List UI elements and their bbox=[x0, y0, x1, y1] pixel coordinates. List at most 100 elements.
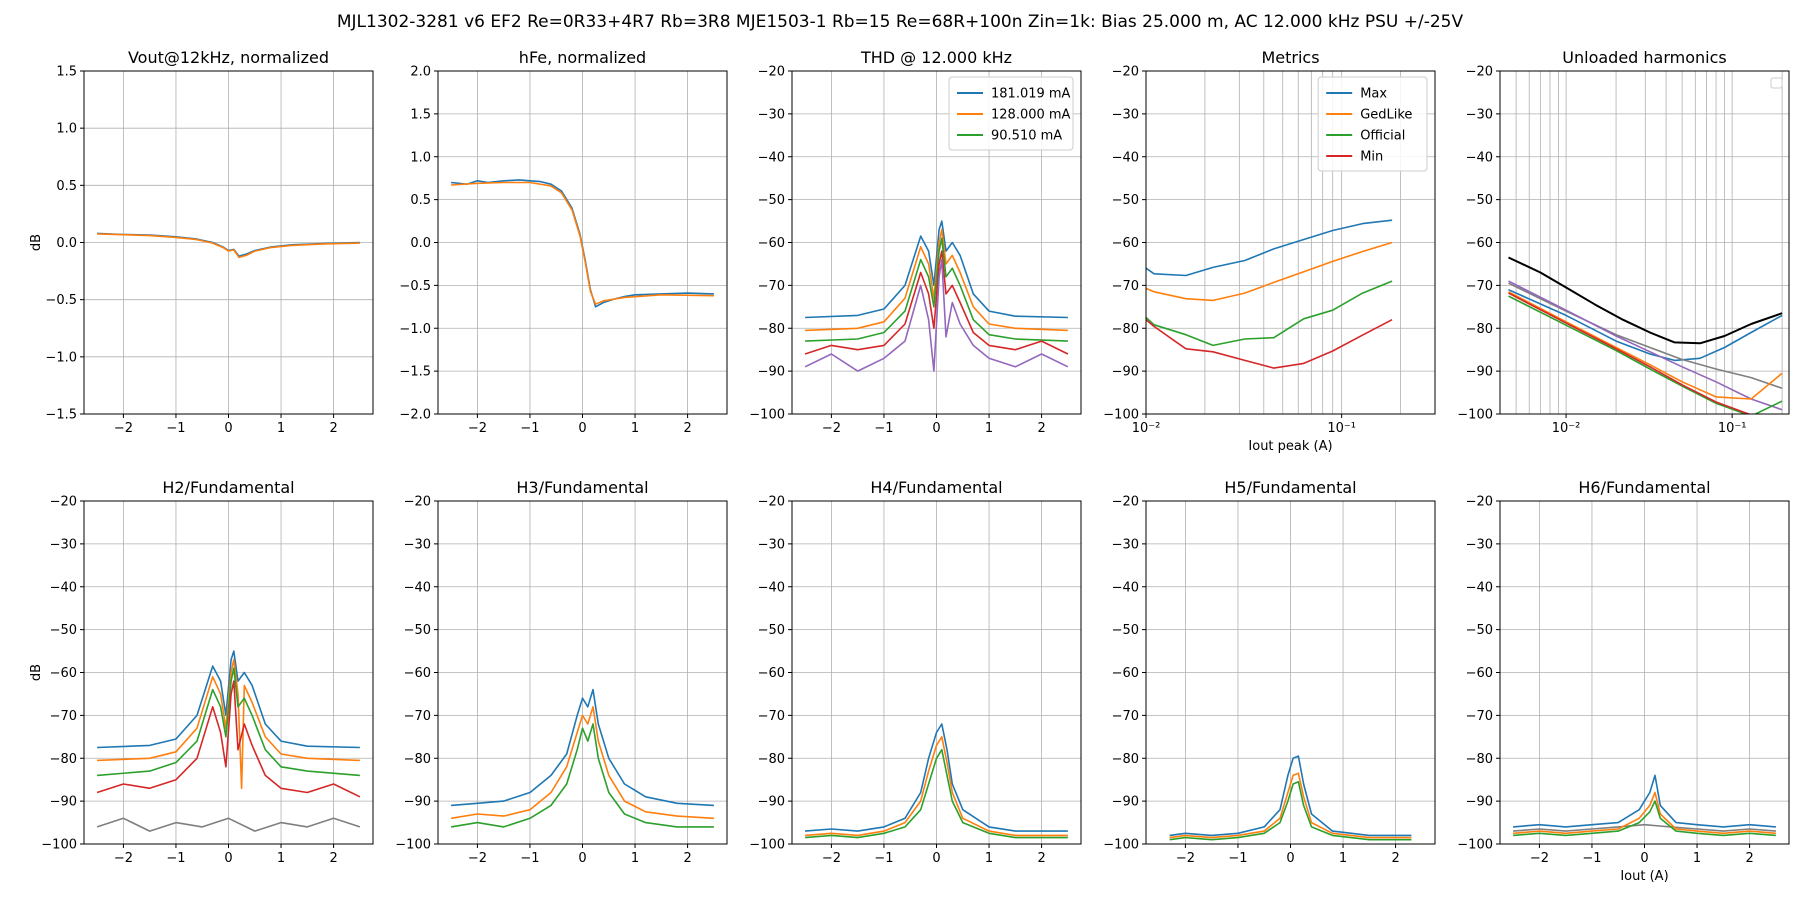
y-tick-label: −60 bbox=[1112, 236, 1139, 251]
x-tick-label: −1 bbox=[520, 421, 539, 436]
y-tick-label: −1.0 bbox=[399, 322, 431, 337]
panel-thd: −2 −1 0 1 2 −100 −90 −80 −70 −60 −50 −40 −30 −20 THD @… bbox=[749, 48, 1082, 436]
x-tick-label: 1 bbox=[277, 851, 285, 866]
y-tick-label: −20 bbox=[404, 495, 431, 510]
panel-title: THD @ 12.000 kHz bbox=[860, 48, 1012, 67]
y-tick-label: −60 bbox=[758, 236, 785, 251]
y-tick-label: −70 bbox=[1466, 709, 1493, 724]
series-group bbox=[804, 220, 1069, 372]
x-tick-label: 2 bbox=[1037, 851, 1045, 866]
y-tick-label: −40 bbox=[758, 150, 785, 165]
y-tick-label: −60 bbox=[758, 666, 785, 681]
x-tick-label: 10⁻² bbox=[1132, 421, 1161, 436]
series-line-blue bbox=[1508, 288, 1783, 362]
x-tick-label: 2 bbox=[1391, 851, 1399, 866]
x-tick-label: −2 bbox=[1530, 851, 1549, 866]
x-tick-label: −1 bbox=[1582, 851, 1601, 866]
series-line-purple bbox=[804, 258, 1069, 372]
y-tick-label: −50 bbox=[758, 193, 785, 208]
y-tick-label: −100 bbox=[749, 408, 785, 423]
y-tick-label: −80 bbox=[1466, 752, 1493, 767]
panel-title: H3/Fundamental bbox=[516, 478, 648, 497]
x-tick-label: −2 bbox=[114, 421, 133, 436]
x-tick-label: −1 bbox=[1228, 851, 1247, 866]
x-tick-label: 2 bbox=[683, 851, 691, 866]
legend-label: 181.019 mA bbox=[991, 87, 1071, 102]
series-line-official bbox=[1146, 280, 1393, 347]
panel-title: H4/Fundamental bbox=[870, 478, 1002, 497]
series-line-blue bbox=[805, 723, 1068, 832]
legend-label: 90.510 mA bbox=[991, 129, 1062, 144]
y-tick-label: −1.5 bbox=[399, 365, 431, 380]
y-tick-label: −60 bbox=[1466, 236, 1493, 251]
series-line-purple bbox=[1508, 280, 1783, 411]
y-tick-label: −90 bbox=[1466, 795, 1493, 810]
y-tick-label: −40 bbox=[1466, 150, 1493, 165]
panel-h5: −2 −1 0 1 2 −100 −90 −80 −70 −60 −50 −40 −30 −20 H5/Fu… bbox=[1103, 478, 1436, 866]
y-tick-label: −60 bbox=[1466, 666, 1493, 681]
y-tick-label: −2.0 bbox=[399, 408, 431, 423]
series-line-blue bbox=[805, 220, 1068, 319]
y-tick-label: −1.5 bbox=[45, 408, 77, 423]
y-tick-label: −40 bbox=[1112, 150, 1139, 165]
y-tick-label: −0.5 bbox=[45, 293, 77, 308]
y-tick-label: −70 bbox=[50, 709, 77, 724]
y-tick-label: −20 bbox=[1466, 65, 1493, 80]
y-tick-label: −70 bbox=[1112, 279, 1139, 294]
x-tick-label: 1 bbox=[1339, 851, 1347, 866]
series-line-green bbox=[450, 723, 714, 828]
y-tick-label: −70 bbox=[1466, 279, 1493, 294]
y-tick-label: −70 bbox=[1112, 709, 1139, 724]
y-tick-label: −80 bbox=[758, 752, 785, 767]
x-tick-label: −2 bbox=[822, 851, 841, 866]
y-tick-label: −90 bbox=[1466, 365, 1493, 380]
y-tick-label: −50 bbox=[1112, 623, 1139, 638]
panel-metrics: 10⁻² 10⁻¹ −100 −90 −80 −70 −60 −50 −40 −30 −20 Metr… bbox=[1103, 48, 1436, 454]
legend-label: 128.000 mA bbox=[991, 108, 1071, 123]
y-tick-label: −20 bbox=[50, 495, 77, 510]
y-tick-label: −20 bbox=[758, 495, 785, 510]
x-tick-label: 1 bbox=[985, 851, 993, 866]
y-tick-label: −100 bbox=[1457, 408, 1493, 423]
panel-h4: −2 −1 0 1 2 −100 −90 −80 −70 −60 −50 −40 −30 −20 H4/Fu… bbox=[749, 478, 1082, 866]
x-tick-label: 0 bbox=[578, 851, 586, 866]
panel-h6: −2 −1 0 1 2 −100 −90 −80 −70 −60 −50 −40 −30 −20 H6/Fu… bbox=[1457, 478, 1790, 884]
y-tick-label: −80 bbox=[758, 322, 785, 337]
series-group bbox=[96, 650, 361, 832]
y-tick-label: −80 bbox=[1112, 322, 1139, 337]
series-line-green bbox=[1169, 781, 1412, 841]
series-line-blue bbox=[1169, 755, 1412, 837]
y-tick-label: 0.5 bbox=[56, 179, 77, 194]
y-axis-label: dB bbox=[29, 234, 44, 251]
y-tick-label: 0.0 bbox=[410, 236, 431, 251]
x-tick-label: −2 bbox=[822, 421, 841, 436]
x-tick-label: −1 bbox=[166, 851, 185, 866]
legend-label: Max bbox=[1360, 87, 1387, 102]
x-tick-label: −1 bbox=[874, 421, 893, 436]
series-line-min bbox=[1146, 318, 1393, 369]
y-tick-label: −70 bbox=[758, 279, 785, 294]
y-tick-label: −40 bbox=[758, 580, 785, 595]
y-tick-label: −60 bbox=[1112, 666, 1139, 681]
y-tick-label: −20 bbox=[1112, 495, 1139, 510]
panel-title: H6/Fundamental bbox=[1578, 478, 1710, 497]
x-tick-label: 10⁻¹ bbox=[1327, 421, 1356, 436]
series-line-green bbox=[1513, 800, 1776, 837]
y-tick-label: −30 bbox=[1112, 537, 1139, 552]
series-line-orange bbox=[97, 658, 360, 790]
series-line-green bbox=[97, 667, 360, 777]
y-tick-label: −90 bbox=[758, 795, 785, 810]
y-tick-label: −20 bbox=[1466, 495, 1493, 510]
panel-vout: −2 −1 0 1 2 −1.5 −1.0 −0.5 0.0 0.5 1.0 1.5 Vout@12kH… bbox=[29, 48, 374, 436]
y-tick-label: −50 bbox=[1466, 193, 1493, 208]
y-tick-label: −80 bbox=[50, 752, 77, 767]
series-line-gray bbox=[96, 817, 361, 832]
y-tick-label: −40 bbox=[404, 580, 431, 595]
x-tick-label: 0 bbox=[932, 851, 940, 866]
series-line-blue bbox=[1513, 774, 1776, 828]
x-tick-label: 10⁻² bbox=[1552, 421, 1581, 436]
y-tick-label: −30 bbox=[1466, 107, 1493, 122]
y-tick-label: 0.0 bbox=[56, 236, 77, 251]
x-tick-label: −2 bbox=[468, 421, 487, 436]
